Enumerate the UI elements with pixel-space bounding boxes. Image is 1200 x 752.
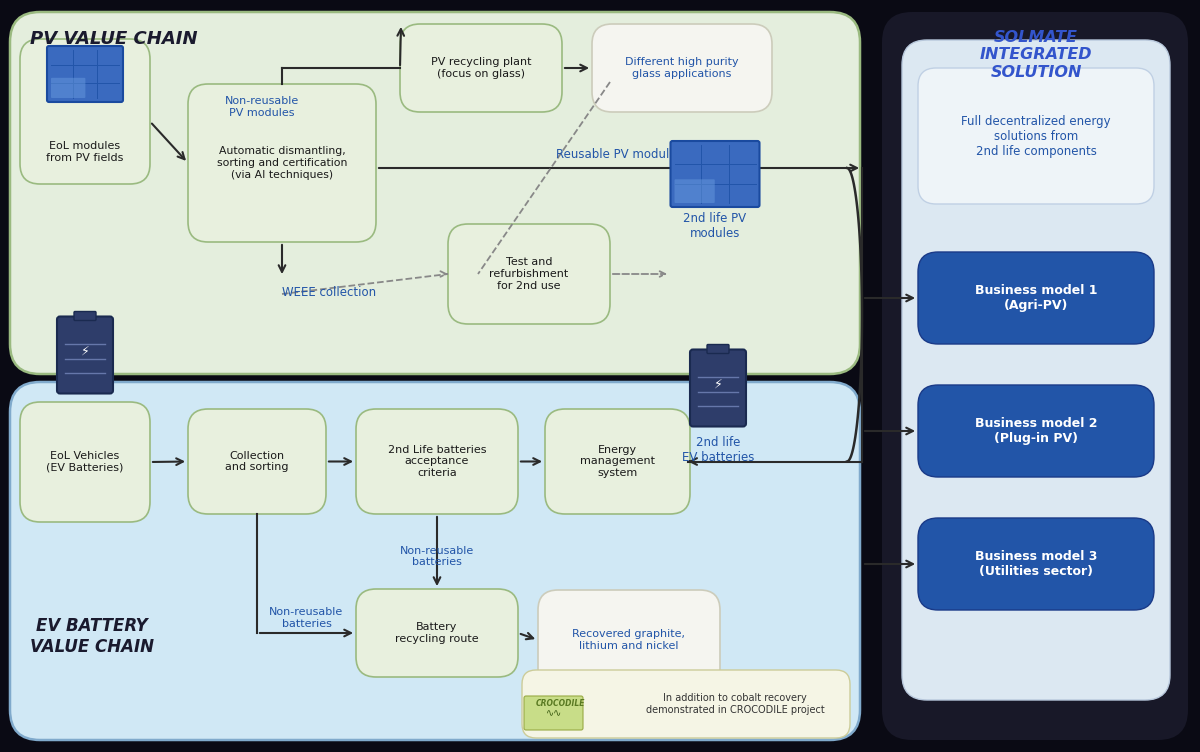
Text: Non-reusable
batteries: Non-reusable batteries (269, 607, 343, 629)
Text: In addition to cobalt recovery
demonstrated in CROCODILE project: In addition to cobalt recovery demonstra… (646, 693, 824, 715)
Text: Collection
and sorting: Collection and sorting (226, 450, 289, 472)
Text: SOLMATE
INTEGRATED
SOLUTION: SOLMATE INTEGRATED SOLUTION (979, 30, 1092, 80)
Text: 2nd life PV
modules: 2nd life PV modules (684, 212, 746, 240)
Text: Recovered graphite,
lithium and nickel: Recovered graphite, lithium and nickel (572, 629, 685, 650)
Text: EoL Vehicles
(EV Batteries): EoL Vehicles (EV Batteries) (47, 451, 124, 473)
FancyBboxPatch shape (918, 518, 1154, 610)
Text: Non-reusable
batteries: Non-reusable batteries (400, 546, 474, 567)
FancyBboxPatch shape (400, 24, 562, 112)
Text: EoL modules
from PV fields: EoL modules from PV fields (47, 141, 124, 162)
Text: Full decentralized energy
solutions from
2nd life components: Full decentralized energy solutions from… (961, 114, 1111, 157)
FancyBboxPatch shape (188, 409, 326, 514)
Text: Different high purity
glass applications: Different high purity glass applications (625, 57, 739, 79)
FancyBboxPatch shape (10, 12, 860, 374)
Text: EV BATTERY
VALUE CHAIN: EV BATTERY VALUE CHAIN (30, 617, 154, 656)
FancyBboxPatch shape (356, 409, 518, 514)
FancyBboxPatch shape (47, 46, 124, 102)
FancyBboxPatch shape (671, 141, 760, 207)
Text: 2nd Life batteries
acceptance
criteria: 2nd Life batteries acceptance criteria (388, 445, 486, 478)
FancyBboxPatch shape (524, 696, 583, 730)
FancyBboxPatch shape (674, 179, 715, 203)
FancyBboxPatch shape (592, 24, 772, 112)
FancyBboxPatch shape (20, 402, 150, 522)
Text: ⚡: ⚡ (714, 378, 722, 390)
FancyBboxPatch shape (538, 590, 720, 690)
Text: PV recycling plant
(focus on glass): PV recycling plant (focus on glass) (431, 57, 532, 79)
Text: PV VALUE CHAIN: PV VALUE CHAIN (30, 30, 198, 48)
Text: Automatic dismantling,
sorting and certification
(via AI techniques): Automatic dismantling, sorting and certi… (217, 147, 347, 180)
FancyBboxPatch shape (356, 589, 518, 677)
Text: Business model 1
(Agri-PV): Business model 1 (Agri-PV) (974, 284, 1097, 312)
Text: Battery
recycling route: Battery recycling route (395, 622, 479, 644)
Text: WEEE collection: WEEE collection (282, 286, 376, 299)
FancyBboxPatch shape (690, 350, 746, 426)
FancyBboxPatch shape (448, 224, 610, 324)
FancyBboxPatch shape (10, 382, 860, 740)
Text: Energy
management
system: Energy management system (580, 445, 655, 478)
FancyBboxPatch shape (918, 68, 1154, 204)
FancyBboxPatch shape (74, 311, 96, 320)
FancyBboxPatch shape (20, 39, 150, 184)
FancyBboxPatch shape (918, 385, 1154, 477)
FancyBboxPatch shape (545, 409, 690, 514)
Text: 2nd life
EV batteries: 2nd life EV batteries (682, 436, 754, 464)
FancyBboxPatch shape (882, 12, 1188, 740)
FancyBboxPatch shape (902, 40, 1170, 700)
Text: Business model 3
(Utilities sector): Business model 3 (Utilities sector) (974, 550, 1097, 578)
FancyBboxPatch shape (522, 670, 850, 738)
Text: Reusable PV modules: Reusable PV modules (556, 147, 683, 160)
Text: CROCODILE: CROCODILE (535, 699, 584, 708)
Text: ∿∿: ∿∿ (546, 708, 562, 718)
Text: Business model 2
(Plug-in PV): Business model 2 (Plug-in PV) (974, 417, 1097, 445)
FancyBboxPatch shape (188, 84, 376, 242)
FancyBboxPatch shape (58, 317, 113, 393)
Text: ⚡: ⚡ (80, 344, 89, 357)
FancyBboxPatch shape (707, 344, 730, 353)
FancyBboxPatch shape (52, 77, 85, 98)
Text: Test and
refurbishment
for 2nd use: Test and refurbishment for 2nd use (490, 257, 569, 290)
FancyBboxPatch shape (918, 252, 1154, 344)
Text: Non-reusable
PV modules: Non-reusable PV modules (224, 96, 299, 118)
